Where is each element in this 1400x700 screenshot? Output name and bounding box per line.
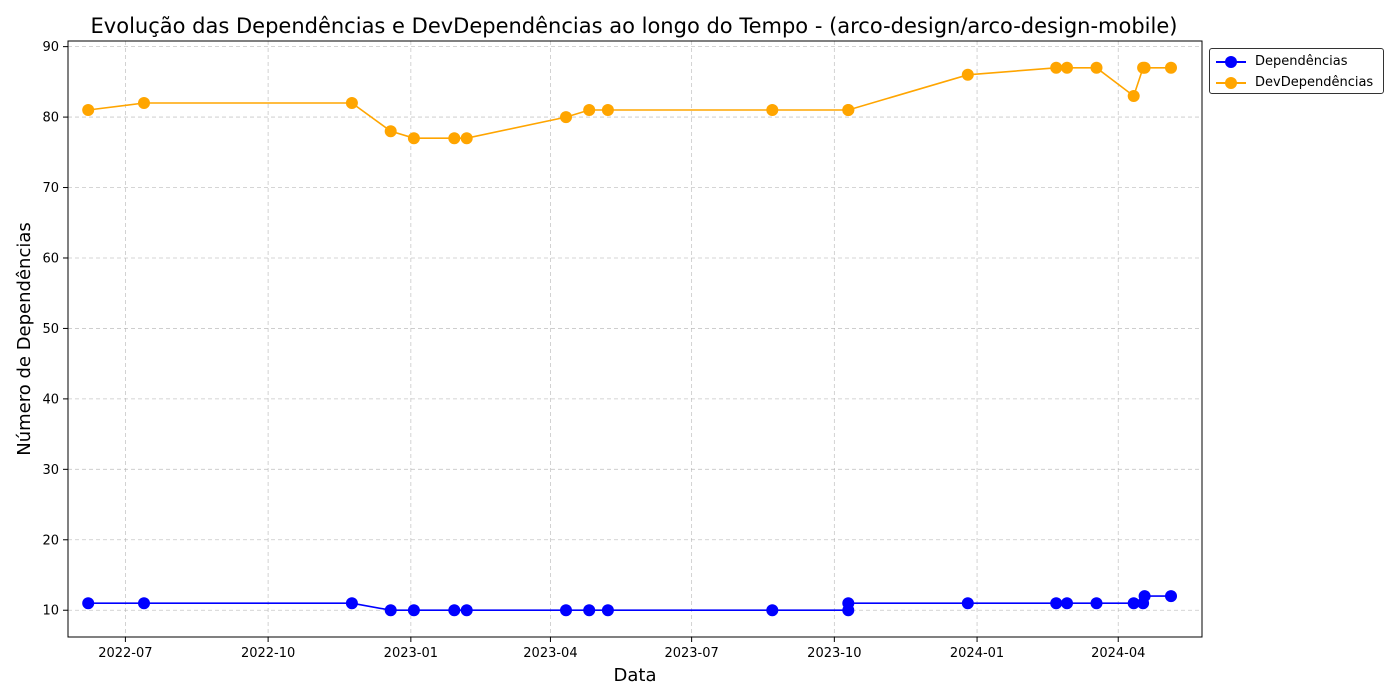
y-tick-label: 20 (42, 533, 59, 548)
data-point-devdependencias (1165, 61, 1177, 74)
grid-lines (68, 41, 1202, 637)
y-tick-label: 60 (42, 251, 59, 266)
y-tick-label: 90 (42, 40, 59, 55)
data-point-dependencias (448, 604, 461, 617)
legend-label-dependencias: Dependências (1255, 54, 1348, 69)
data-point-dependencias (842, 597, 855, 610)
data-point-dependencias (345, 597, 358, 610)
data-point-devdependencias (138, 97, 150, 109)
y-axis-label: Número de Dependências (14, 222, 35, 456)
data-point-devdependencias (1090, 61, 1103, 74)
data-point-devdependencias (460, 132, 473, 145)
data-point-devdependencias (448, 132, 461, 145)
data-point-devdependencias (1061, 61, 1073, 74)
x-tick-label: 2022-10 (241, 646, 295, 661)
data-point-devdependencias (583, 104, 596, 116)
data-point-devdependencias (961, 68, 974, 81)
legend: Dependências DevDependências (1209, 48, 1384, 94)
legend-marker-devdependencias (1225, 77, 1237, 89)
data-point-dependencias (1127, 597, 1140, 610)
y-tick-label: 10 (42, 604, 59, 619)
data-point-devdependencias (560, 111, 572, 124)
data-point-dependencias (1061, 597, 1073, 610)
y-tick-label: 30 (42, 463, 59, 478)
legend-item-devdependencias: DevDependências (1210, 72, 1383, 92)
x-tick-label: 2023-07 (664, 646, 718, 661)
y-tick-label: 80 (42, 111, 59, 126)
legend-label-devdependencias: DevDependências (1255, 75, 1374, 90)
data-point-devdependencias (82, 104, 95, 116)
data-point-devdependencias (345, 97, 358, 109)
data-point-dependencias (407, 604, 420, 617)
data-point-dependencias (1138, 590, 1151, 603)
data-point-devdependencias (601, 104, 614, 116)
x-axis-label: Data (614, 665, 657, 686)
series-group (82, 61, 1177, 617)
data-point-dependencias (583, 604, 596, 617)
data-point-dependencias (460, 604, 473, 617)
data-point-devdependencias (1138, 61, 1151, 74)
x-tick-label: 2023-10 (807, 646, 861, 661)
data-point-dependencias (601, 604, 614, 617)
series-dependencias (82, 590, 1177, 617)
plot-area-frame (67, 40, 1203, 638)
data-point-dependencias (560, 604, 572, 617)
data-point-dependencias (1165, 590, 1177, 603)
data-point-devdependencias (407, 132, 420, 145)
series-devdependencias (82, 61, 1177, 145)
data-point-dependencias (961, 597, 974, 610)
data-point-dependencias (82, 597, 95, 610)
data-point-dependencias (1090, 597, 1103, 610)
data-point-dependencias (1050, 597, 1063, 610)
data-point-devdependencias (1050, 61, 1063, 74)
x-tick-label: 2023-04 (523, 646, 577, 661)
data-point-devdependencias (766, 104, 779, 116)
x-tick-label: 2024-01 (950, 646, 1004, 661)
x-tick-label: 2023-01 (384, 646, 438, 661)
data-point-devdependencias (384, 125, 397, 138)
legend-marker-dependencias (1225, 56, 1237, 68)
legend-item-dependencias: Dependências (1210, 51, 1383, 71)
y-axis-ticks: 10 20 30 40 50 60 70 80 90 (42, 40, 68, 619)
data-point-dependencias (138, 597, 150, 610)
y-tick-label: 70 (42, 181, 59, 196)
y-tick-label: 50 (42, 322, 59, 337)
data-point-devdependencias (1127, 90, 1140, 102)
data-point-dependencias (384, 604, 397, 617)
series-line-dependencias (88, 595, 1171, 612)
x-tick-label: 2024-04 (1091, 646, 1145, 661)
x-axis-ticks: 2022-07 2022-10 2023-01 2023-04 2023-07 2023-… (98, 637, 1145, 661)
x-tick-label: 2022-07 (98, 646, 152, 661)
chart-title: Evolução das Dependências e DevDependênc… (91, 14, 1178, 38)
series-line-devdependencias (88, 67, 1171, 139)
data-point-dependencias (766, 604, 779, 617)
data-point-devdependencias (842, 104, 855, 116)
y-tick-label: 40 (42, 392, 59, 407)
